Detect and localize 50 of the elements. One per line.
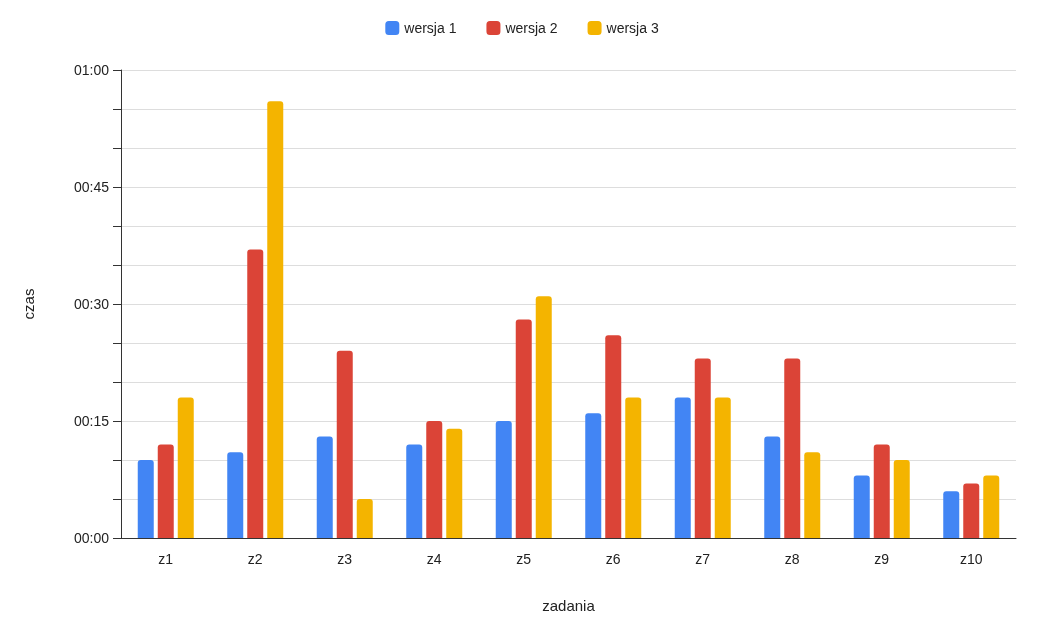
y-tick-label: 01:00 (73, 62, 110, 78)
bar (694, 358, 711, 538)
bar (177, 397, 194, 538)
bar (764, 436, 781, 538)
x-tick-label: z10 (959, 551, 983, 567)
bar (893, 460, 910, 538)
bar (873, 444, 890, 538)
bar (804, 452, 821, 538)
x-axis-title: zadania (542, 597, 596, 614)
legend-label: wersja 2 (504, 20, 558, 36)
y-tick-label: 00:30 (73, 296, 110, 312)
x-tick-label: z2 (247, 551, 263, 567)
bar (674, 397, 691, 538)
bar (853, 475, 870, 538)
bar (227, 452, 244, 538)
bar (625, 397, 642, 538)
bar (535, 296, 552, 538)
x-tick-label: z1 (158, 551, 174, 567)
x-tick-label: z4 (426, 551, 442, 567)
bar (714, 397, 731, 538)
bar (406, 444, 423, 538)
bar (495, 421, 512, 538)
bar (267, 101, 284, 538)
bar (963, 483, 980, 538)
bar (426, 421, 443, 538)
y-tick-label: 00:45 (73, 179, 110, 195)
x-tick-label: z7 (695, 551, 711, 567)
bar (605, 335, 622, 538)
bar (983, 475, 1000, 538)
bar (446, 428, 463, 538)
bar (943, 491, 960, 538)
bar (137, 460, 154, 538)
bar (515, 319, 532, 538)
bar (356, 499, 373, 538)
y-axis-title: czas (20, 288, 37, 320)
bar (336, 350, 353, 538)
x-tick-label: z6 (605, 551, 621, 567)
x-tick-label: z8 (784, 551, 800, 567)
x-tick-label: z3 (337, 551, 353, 567)
bar (316, 436, 333, 538)
y-tick-label: 00:00 (73, 530, 110, 546)
y-tick-label: 00:15 (73, 413, 110, 429)
x-tick-label: z9 (874, 551, 890, 567)
legend-label: wersja 1 (403, 20, 457, 36)
bar (784, 358, 801, 538)
bar (157, 444, 174, 538)
legend-label: wersja 3 (605, 20, 659, 36)
bar (585, 413, 602, 538)
bar (247, 249, 264, 538)
x-tick-label: z5 (516, 551, 532, 567)
